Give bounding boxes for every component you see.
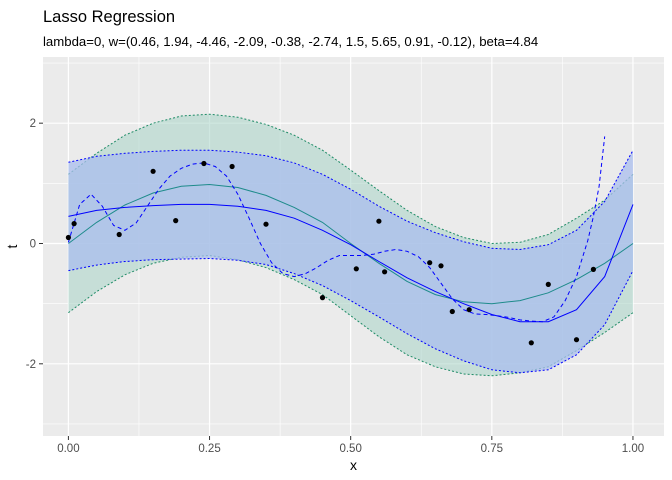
data-point xyxy=(229,163,235,170)
data-point xyxy=(319,295,326,301)
fit-band-lower xyxy=(68,257,634,374)
x-tick-label: 0.00 xyxy=(57,443,79,455)
data-point xyxy=(427,260,433,266)
y-axis-ticks: -2 0 2 xyxy=(26,118,43,371)
data-point xyxy=(173,218,179,224)
data-point xyxy=(449,308,455,315)
chart-subtitle: lambda=0, w=(0.46, 1.94, -4.46, -2.09, -… xyxy=(43,34,538,49)
fit-band-fill xyxy=(68,150,633,373)
data-point xyxy=(150,168,156,174)
series-line-1 xyxy=(68,183,634,305)
data-point xyxy=(590,266,597,272)
data-point xyxy=(573,337,580,343)
y-tick-label: 2 xyxy=(30,118,36,130)
data-point xyxy=(201,160,207,167)
series-line-2 xyxy=(68,203,634,323)
data-point xyxy=(263,221,269,227)
regression-lines xyxy=(67,136,634,323)
true-band-lower xyxy=(68,254,634,377)
true-band-upper xyxy=(68,113,634,245)
x-tick-label: 0.75 xyxy=(481,443,503,455)
data-point xyxy=(382,269,388,275)
x-tick-label: 1.00 xyxy=(622,443,644,455)
data-point xyxy=(545,281,551,287)
data-point xyxy=(466,307,472,313)
data-point xyxy=(353,266,359,272)
x-axis-ticks: 0.00 0.25 0.50 0.75 1.00 xyxy=(57,436,644,455)
x-tick-label: 0.50 xyxy=(339,443,361,455)
y-tick-label: 0 xyxy=(30,238,36,250)
y-axis-title: t xyxy=(4,244,20,248)
data-point xyxy=(528,340,534,346)
data-point xyxy=(438,263,444,269)
x-tick-label: 0.25 xyxy=(198,443,220,455)
series-line-3 xyxy=(67,136,606,323)
data-point xyxy=(376,218,382,224)
data-point xyxy=(65,234,71,241)
y-tick-label: -2 xyxy=(26,359,36,371)
data-point xyxy=(116,231,122,238)
observations xyxy=(65,160,597,346)
data-point xyxy=(71,221,77,227)
chart-title: Lasso Regression xyxy=(43,8,175,26)
x-axis-title: x xyxy=(350,457,357,473)
